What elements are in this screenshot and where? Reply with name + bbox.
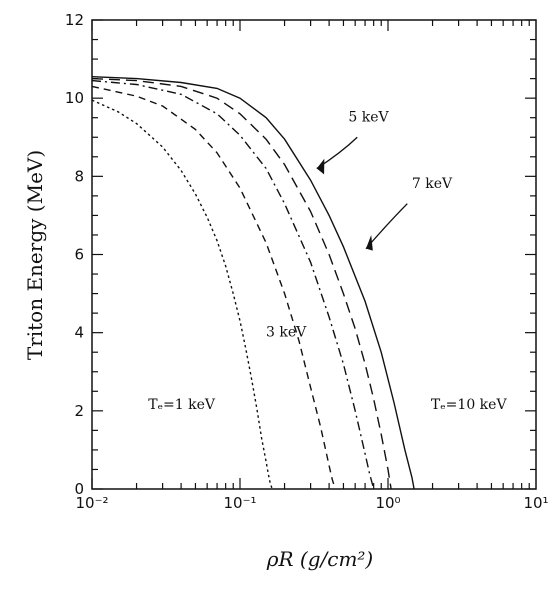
curve-annotation: Tₑ=10 keV [431, 397, 508, 413]
y-tick-label: 10 [65, 89, 84, 107]
x-tick-label: 10⁻² [75, 494, 108, 512]
series-line [91, 85, 336, 490]
series-line [91, 77, 392, 490]
curve-annotation: Tₑ=1 keV [148, 397, 216, 413]
arrow-head [316, 158, 325, 175]
series-line [91, 79, 375, 490]
tick-labels: 10⁻² 10⁻¹ 10⁰ 10¹ 0 2 4 6 8 10 12 [65, 11, 549, 512]
x-tick-label: 10⁻¹ [223, 494, 256, 512]
arrow-head [365, 234, 373, 251]
annotation-arrow [365, 203, 408, 250]
y-tick-label: 0 [74, 480, 84, 498]
y-tick-label: 4 [74, 324, 84, 342]
x-tick-label: 10¹ [523, 494, 548, 512]
annotations: Tₑ=1 keV 3 keV 5 keV 7 keV Tₑ=10 keV [148, 110, 507, 413]
y-tick-label: 2 [74, 402, 84, 420]
curve-annotation: 3 keV [266, 325, 307, 341]
plot-frame [91, 19, 537, 490]
y-tick-label: 8 [74, 167, 84, 185]
series-line [91, 76, 415, 490]
axis-ticks [91, 19, 536, 490]
curve-annotation: 7 keV [412, 176, 453, 192]
x-axis-label: ρR (g/cm²) [266, 547, 374, 571]
y-tick-label: 12 [65, 11, 84, 29]
y-tick-label: 6 [74, 246, 84, 264]
series-line [91, 99, 273, 490]
x-tick-label: 10⁰ [375, 494, 400, 512]
y-axis-label: Triton Energy (MeV) [23, 150, 47, 360]
curve-annotation: 5 keV [348, 110, 389, 126]
series-lines [91, 76, 415, 490]
